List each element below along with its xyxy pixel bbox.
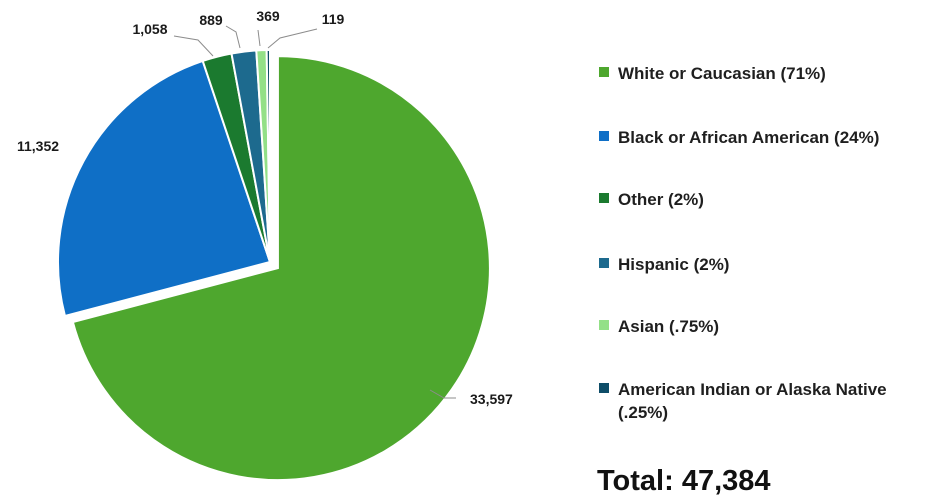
pie-slice-american-indian-or-alaska-native [265, 48, 271, 263]
data-label-american-indian-or-alaska-native: 119 [322, 11, 345, 27]
leader-line-asian [257, 29, 261, 47]
legend-label: Asian (.75%) [618, 317, 720, 336]
pie-slice-black-or-african-american [57, 59, 272, 318]
leader-line-white-or-caucasian [429, 389, 456, 399]
legend-item-asian: Asian (.75%) [599, 315, 918, 338]
legend-swatch [599, 67, 609, 77]
legend-item-american-indian-or-alaska-native: American Indian or Alaska Native (.25%) [599, 378, 918, 424]
legend-item-white-or-caucasian: White or Caucasian (71%) [599, 62, 918, 85]
total-count: Total: 47,384 [597, 465, 771, 497]
legend-swatch [599, 258, 609, 268]
data-label-white-or-caucasian: 33,597 [470, 391, 513, 407]
data-label-hispanic: 889 [199, 12, 223, 28]
legend-item-other: Other (2%) [599, 188, 918, 211]
legend-label: Black or African American (24%) [618, 128, 880, 147]
legend-label: Other (2%) [618, 190, 704, 209]
leader-line-other [173, 35, 214, 57]
legend-swatch [599, 320, 609, 330]
legend-swatch [599, 383, 609, 393]
legend-swatch [599, 131, 609, 141]
legend-label: American Indian or Alaska Native (.25%) [618, 380, 887, 422]
legend-item-black-or-african-american: Black or African American (24%) [599, 126, 918, 149]
data-label-asian: 369 [256, 8, 280, 24]
legend-label: White or Caucasian (71%) [618, 64, 826, 83]
data-label-black-or-african-american: 11,352 [17, 138, 59, 154]
legend-item-hispanic: Hispanic (2%) [599, 253, 918, 276]
legend-swatch [599, 193, 609, 203]
data-label-other: 1,058 [132, 21, 167, 37]
leader-line-hispanic [225, 25, 241, 49]
leader-line-american-indian-or-alaska-native [267, 28, 318, 49]
legend-label: Hispanic (2%) [618, 255, 730, 274]
